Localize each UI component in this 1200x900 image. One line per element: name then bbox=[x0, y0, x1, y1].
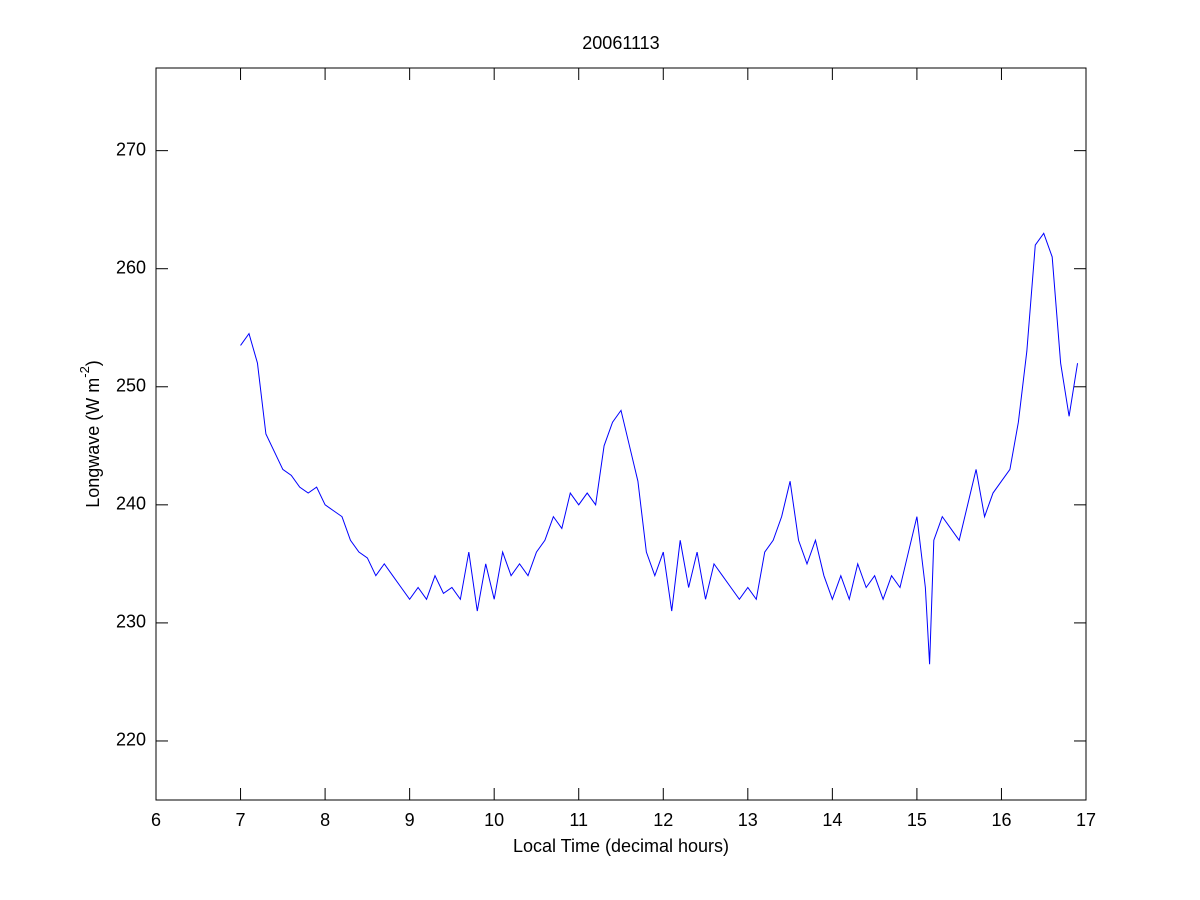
x-tick-label: 6 bbox=[151, 810, 161, 830]
x-axis-label: Local Time (decimal hours) bbox=[513, 836, 729, 856]
y-tick-label: 260 bbox=[116, 257, 146, 277]
y-tick-label: 230 bbox=[116, 612, 146, 632]
x-tick-label: 17 bbox=[1076, 810, 1096, 830]
data-line bbox=[240, 232, 1079, 665]
y-label-suffix: ) bbox=[83, 360, 103, 366]
x-tick-label: 12 bbox=[653, 810, 673, 830]
x-tick-label: 9 bbox=[405, 810, 415, 830]
y-label-text: Longwave (W m bbox=[83, 378, 103, 508]
y-axis-label: Longwave (W m-2) bbox=[77, 360, 102, 508]
y-label-superscript: -2 bbox=[77, 366, 92, 378]
y-tick-label: 220 bbox=[116, 730, 146, 750]
y-tick-label: 270 bbox=[116, 139, 146, 159]
x-tick-label: 16 bbox=[991, 810, 1011, 830]
x-tick-label: 14 bbox=[822, 810, 842, 830]
x-tick-label: 8 bbox=[320, 810, 330, 830]
x-tick-label: 15 bbox=[907, 810, 927, 830]
plot-frame bbox=[155, 67, 1087, 801]
x-tick-label: 11 bbox=[569, 810, 588, 830]
x-tick-label: 10 bbox=[484, 810, 504, 830]
y-tick-label: 240 bbox=[116, 494, 146, 514]
y-tick-label: 250 bbox=[116, 376, 146, 396]
chart-title: 20061113 bbox=[582, 33, 659, 53]
x-tick-label: 7 bbox=[236, 810, 246, 830]
x-tick-label: 13 bbox=[738, 810, 758, 830]
